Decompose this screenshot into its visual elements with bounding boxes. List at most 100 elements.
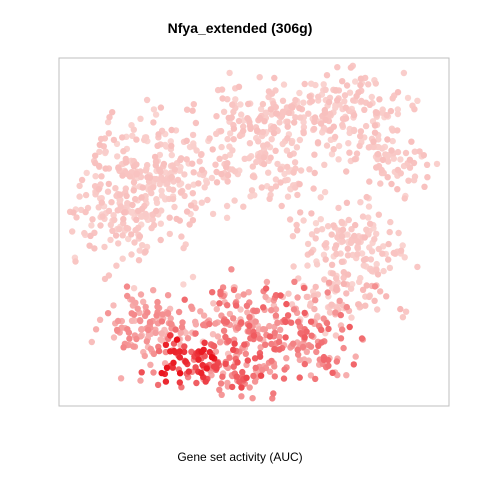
data-point	[297, 167, 305, 174]
data-point	[361, 234, 368, 241]
data-point	[178, 324, 186, 331]
data-point	[201, 184, 208, 191]
data-point	[317, 216, 324, 223]
data-point	[209, 289, 216, 296]
data-point	[130, 126, 137, 133]
data-point	[108, 199, 115, 206]
chart-title: Nfya_extended (306g)	[167, 20, 313, 36]
data-point	[387, 218, 394, 226]
data-point	[328, 151, 336, 158]
data-point	[311, 169, 318, 177]
data-point	[357, 133, 364, 140]
data-point	[326, 110, 334, 118]
data-point	[171, 203, 178, 211]
data-point	[379, 156, 387, 164]
data-point	[328, 301, 335, 308]
data-point	[189, 273, 197, 281]
data-point	[206, 348, 213, 356]
data-point	[153, 175, 160, 183]
data-point	[240, 291, 247, 298]
data-point	[289, 233, 297, 240]
data-point	[157, 220, 164, 227]
data-point	[222, 360, 229, 367]
data-point	[95, 204, 102, 211]
data-point	[124, 326, 131, 333]
data-point	[142, 303, 149, 311]
data-point	[360, 256, 368, 264]
data-point	[210, 342, 218, 350]
data-point	[256, 353, 264, 360]
data-point	[368, 248, 376, 255]
data-point	[300, 119, 307, 126]
data-point	[320, 81, 327, 88]
data-point	[147, 345, 154, 353]
data-point	[307, 343, 315, 350]
data-point	[120, 215, 127, 223]
data-point	[310, 125, 318, 133]
data-point	[262, 341, 269, 348]
data-point	[294, 191, 301, 199]
data-point	[365, 144, 372, 151]
data-point	[385, 256, 392, 263]
data-point	[87, 232, 94, 240]
data-point	[219, 373, 226, 380]
data-point	[358, 97, 365, 105]
data-point	[271, 345, 278, 353]
data-point	[113, 262, 120, 269]
data-point	[168, 151, 175, 159]
data-point	[99, 213, 106, 220]
data-point	[268, 136, 275, 143]
data-point	[185, 368, 192, 375]
data-point	[164, 292, 172, 299]
data-point	[334, 97, 341, 104]
data-point	[249, 173, 257, 180]
data-point	[198, 166, 206, 173]
data-point	[330, 146, 337, 153]
data-point	[157, 336, 164, 343]
data-point	[69, 228, 76, 235]
data-point	[320, 315, 327, 322]
data-point	[344, 271, 352, 278]
data-point	[117, 375, 125, 382]
data-point	[383, 112, 390, 119]
data-point	[290, 340, 297, 347]
data-point	[394, 148, 402, 156]
data-point	[363, 193, 370, 201]
data-point	[333, 358, 340, 365]
data-point	[394, 89, 402, 96]
data-point	[335, 204, 342, 212]
data-point	[315, 342, 322, 349]
data-point	[254, 127, 261, 134]
data-point	[219, 95, 226, 102]
data-point	[129, 132, 136, 139]
data-point	[282, 318, 289, 326]
data-point	[206, 135, 213, 142]
data-point	[183, 137, 190, 144]
data-point	[119, 232, 126, 239]
data-point	[421, 183, 428, 190]
data-point	[98, 173, 105, 180]
data-point	[325, 98, 333, 106]
data-point	[317, 120, 325, 127]
data-point	[300, 284, 308, 292]
data-point	[125, 235, 132, 243]
data-point	[248, 187, 256, 194]
data-point	[266, 368, 274, 375]
data-point	[230, 286, 238, 294]
data-point	[160, 160, 168, 168]
data-point	[293, 144, 301, 151]
x-axis-label: Gene set activity (AUC)	[177, 450, 303, 464]
data-point	[213, 305, 220, 313]
data-point	[332, 87, 339, 94]
data-point	[269, 395, 276, 402]
data-point	[200, 312, 208, 319]
data-point	[374, 306, 381, 313]
data-point	[110, 334, 118, 341]
data-point	[266, 322, 273, 330]
data-point	[338, 258, 346, 265]
data-point	[250, 372, 257, 380]
data-point	[339, 238, 346, 245]
data-point	[150, 287, 157, 294]
data-point	[341, 98, 348, 105]
